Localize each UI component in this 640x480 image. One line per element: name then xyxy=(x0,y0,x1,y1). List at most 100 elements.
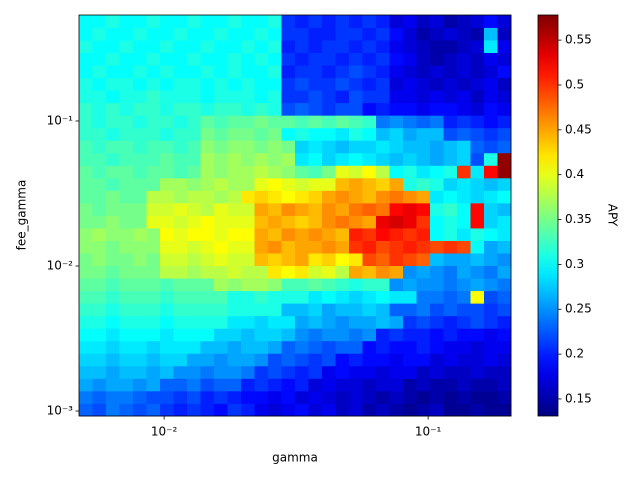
heatmap-cell xyxy=(484,40,498,53)
heatmap-cell xyxy=(416,378,431,392)
heatmap-cell xyxy=(146,77,161,91)
heatmap-cell xyxy=(133,353,147,367)
heatmap-cell xyxy=(322,353,336,367)
heatmap-cell xyxy=(416,315,431,329)
heatmap-cell xyxy=(295,90,309,104)
heatmap-cell xyxy=(227,27,242,41)
heatmap-cell xyxy=(281,27,296,41)
heatmap-cell xyxy=(322,253,336,267)
heatmap-cell xyxy=(214,403,228,417)
heatmap-cell xyxy=(376,52,390,66)
heatmap-cell xyxy=(497,140,512,154)
colorbar xyxy=(537,14,559,417)
heatmap-cell xyxy=(241,228,255,241)
heatmap-cell xyxy=(308,278,323,292)
heatmap-cell xyxy=(308,27,323,41)
heatmap-cell xyxy=(79,353,93,367)
heatmap-cell xyxy=(430,278,444,292)
heatmap-cell xyxy=(133,365,147,379)
heatmap-cell xyxy=(268,290,282,304)
heatmap-cell xyxy=(227,115,242,129)
heatmap-cell xyxy=(227,215,242,229)
heatmap-cell xyxy=(254,253,269,267)
heatmap-cell xyxy=(376,265,390,279)
heatmap-cell xyxy=(92,127,107,141)
heatmap-cell xyxy=(308,52,323,66)
heatmap-cell xyxy=(268,340,282,354)
heatmap-cell xyxy=(200,228,215,241)
heatmap-cell xyxy=(227,328,242,342)
heatmap-cell xyxy=(268,40,282,53)
heatmap-cell xyxy=(214,202,228,216)
heatmap-cell xyxy=(349,127,363,141)
heatmap-cell xyxy=(335,340,350,354)
heatmap-cell xyxy=(470,77,485,91)
heatmap-cell xyxy=(119,290,134,304)
heatmap-cell xyxy=(92,15,107,28)
heatmap-cell xyxy=(403,278,417,292)
heatmap-cell xyxy=(119,102,134,116)
heatmap-cell xyxy=(119,340,134,354)
heatmap-cell xyxy=(362,328,377,342)
heatmap-cell xyxy=(335,378,350,392)
heatmap-cell xyxy=(241,303,255,317)
heatmap-cell xyxy=(457,127,471,141)
heatmap-cell xyxy=(416,340,431,354)
heatmap-cell xyxy=(349,290,363,304)
heatmap-cell xyxy=(214,27,228,41)
heatmap-cell xyxy=(119,190,134,204)
heatmap-cell xyxy=(335,265,350,279)
heatmap-cell xyxy=(484,353,498,367)
heatmap-cell xyxy=(146,240,161,254)
heatmap-cell xyxy=(187,340,201,354)
heatmap-cell xyxy=(187,253,201,267)
heatmap-cell xyxy=(119,152,134,166)
heatmap-cell xyxy=(106,127,120,141)
heatmap-cell xyxy=(268,365,282,379)
colorbar-tick-label: 0.55 xyxy=(565,33,592,47)
heatmap-cell xyxy=(335,190,350,204)
heatmap-cell xyxy=(281,165,296,179)
heatmap-cell xyxy=(133,77,147,91)
heatmap-cell xyxy=(349,215,363,229)
heatmap-cell xyxy=(160,215,174,229)
heatmap-cell xyxy=(146,265,161,279)
heatmap-cell xyxy=(133,152,147,166)
heatmap-cell xyxy=(160,40,174,53)
heatmap-cell xyxy=(79,240,93,254)
heatmap-cell xyxy=(497,15,512,28)
heatmap-cell xyxy=(146,127,161,141)
heatmap-cell xyxy=(200,278,215,292)
heatmap-cell xyxy=(335,52,350,66)
heatmap-cell xyxy=(200,127,215,141)
heatmap-cell xyxy=(119,215,134,229)
heatmap-cell xyxy=(187,165,201,179)
heatmap-cell xyxy=(484,115,498,129)
heatmap-cell xyxy=(430,315,444,329)
heatmap-cell xyxy=(335,215,350,229)
heatmap-cell xyxy=(92,140,107,154)
heatmap-cell xyxy=(484,253,498,267)
heatmap-cell xyxy=(187,65,201,79)
heatmap-cell xyxy=(349,15,363,28)
heatmap-cell xyxy=(403,115,417,129)
heatmap-cell xyxy=(281,15,296,28)
heatmap-cell xyxy=(308,140,323,154)
heatmap-cell xyxy=(268,403,282,417)
heatmap-cell xyxy=(200,290,215,304)
heatmap-cell xyxy=(497,202,512,216)
heatmap-cell xyxy=(241,390,255,404)
heatmap-cell xyxy=(227,52,242,66)
heatmap-cell xyxy=(484,328,498,342)
heatmap-cell xyxy=(308,303,323,317)
heatmap-cell xyxy=(457,140,471,154)
heatmap-cell xyxy=(457,152,471,166)
heatmap-cell xyxy=(443,303,458,317)
heatmap-cell xyxy=(322,228,336,241)
heatmap-cell xyxy=(268,177,282,191)
heatmap-cell xyxy=(254,177,269,191)
heatmap-cell xyxy=(335,253,350,267)
heatmap-cell xyxy=(362,177,377,191)
heatmap-cell xyxy=(268,77,282,91)
heatmap-cell xyxy=(92,215,107,229)
